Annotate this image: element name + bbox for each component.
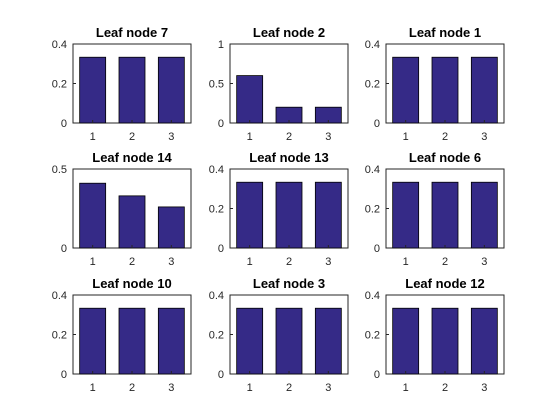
bar-2 xyxy=(431,181,459,249)
x-tick-label: 2 xyxy=(442,131,448,143)
y-tick-label: 0.2 xyxy=(52,79,67,91)
y-tick-label: 0 xyxy=(218,243,224,255)
bar-2 xyxy=(431,307,459,375)
bar-3 xyxy=(314,181,342,249)
x-tick-label: 1 xyxy=(247,382,253,394)
y-tick-label: 0 xyxy=(374,243,380,255)
subplot-2: 1 2 3 0 0.5 1 Leaf node 2 xyxy=(209,25,349,143)
x-tick-label: 1 xyxy=(403,256,409,268)
bar-1 xyxy=(236,75,264,124)
x-tick-label: 2 xyxy=(286,382,292,394)
x-tick-label: 3 xyxy=(481,131,487,143)
y-tick-label: 0.2 xyxy=(365,330,380,342)
bar-3 xyxy=(157,307,185,375)
x-tick-label: 2 xyxy=(442,382,448,394)
bar-1 xyxy=(392,307,420,375)
subplot-title: Leaf node 3 xyxy=(253,276,325,291)
y-tick-label: 0.5 xyxy=(209,79,224,91)
bar-1 xyxy=(236,181,264,249)
y-tick-label: 0.2 xyxy=(365,79,380,91)
bar-3 xyxy=(470,307,498,375)
x-tick-label: 1 xyxy=(90,382,96,394)
subplot-title: Leaf node 13 xyxy=(249,150,328,165)
subplot-3: 1 2 3 0 0.2 0.4 Leaf node 1 xyxy=(365,25,505,143)
bar-1 xyxy=(392,181,420,249)
subplot-title: Leaf node 7 xyxy=(96,25,168,40)
y-tick-label: 0.5 xyxy=(52,164,67,176)
x-tick-label: 1 xyxy=(90,131,96,143)
bar-2 xyxy=(275,307,303,375)
x-tick-label: 3 xyxy=(325,131,331,143)
subplot-8: 1 2 3 0 0.2 0.4 Leaf node 3 xyxy=(209,276,349,394)
x-tick-label: 3 xyxy=(481,256,487,268)
y-tick-label: 0.4 xyxy=(52,290,67,302)
bar-2 xyxy=(118,56,146,124)
y-tick-label: 0.2 xyxy=(52,330,67,342)
x-tick-label: 2 xyxy=(442,256,448,268)
subplot-6: 1 2 3 0 0.2 0.4 Leaf node 6 xyxy=(365,150,505,268)
y-tick-label: 0.2 xyxy=(209,204,224,216)
x-tick-label: 2 xyxy=(129,382,135,394)
y-tick-label: 0 xyxy=(61,243,67,255)
subplot-title: Leaf node 12 xyxy=(405,276,484,291)
x-tick-label: 3 xyxy=(325,382,331,394)
y-tick-label: 0 xyxy=(374,369,380,381)
bar-3 xyxy=(470,56,498,124)
subplot-title: Leaf node 14 xyxy=(92,150,172,165)
bar-2 xyxy=(275,181,303,249)
y-tick-label: 0.2 xyxy=(365,204,380,216)
bar-1 xyxy=(236,307,264,375)
y-tick-label: 0.4 xyxy=(365,164,380,176)
y-tick-label: 0.4 xyxy=(52,39,67,51)
bar-3 xyxy=(157,56,185,124)
x-tick-label: 3 xyxy=(168,131,174,143)
bar-2 xyxy=(118,195,146,249)
bar-1 xyxy=(79,307,107,375)
x-tick-label: 2 xyxy=(286,256,292,268)
x-tick-label: 2 xyxy=(286,131,292,143)
x-tick-label: 3 xyxy=(168,382,174,394)
bar-1 xyxy=(79,56,107,124)
y-tick-label: 0.2 xyxy=(209,330,224,342)
subplot-4: 1 2 3 0 0.5 Leaf node 14 xyxy=(52,150,192,268)
y-tick-label: 0.4 xyxy=(209,164,224,176)
bar-1 xyxy=(79,182,107,249)
x-tick-label: 1 xyxy=(403,382,409,394)
bar-2 xyxy=(118,307,146,375)
subplot-title: Leaf node 6 xyxy=(409,150,481,165)
y-tick-label: 1 xyxy=(218,39,224,51)
bar-3 xyxy=(314,307,342,375)
y-tick-label: 0 xyxy=(61,118,67,130)
x-tick-label: 1 xyxy=(247,131,253,143)
subplot-1: 1 2 3 0 0.2 0.4 Leaf node 7 xyxy=(52,25,192,143)
subplot-title: Leaf node 2 xyxy=(253,25,325,40)
x-tick-label: 1 xyxy=(247,256,253,268)
y-tick-label: 0.4 xyxy=(365,39,380,51)
subplot-7: 1 2 3 0 0.2 0.4 Leaf node 10 xyxy=(52,276,192,394)
x-tick-label: 3 xyxy=(325,256,331,268)
x-tick-label: 3 xyxy=(168,256,174,268)
y-tick-label: 0.4 xyxy=(365,290,380,302)
subplot-title: Leaf node 1 xyxy=(409,25,481,40)
bar-3 xyxy=(470,181,498,249)
y-tick-label: 0 xyxy=(218,369,224,381)
y-tick-label: 0.4 xyxy=(209,290,224,302)
x-tick-label: 1 xyxy=(90,256,96,268)
x-tick-label: 1 xyxy=(403,131,409,143)
x-tick-label: 3 xyxy=(481,382,487,394)
bar-3 xyxy=(157,206,185,249)
bar-1 xyxy=(392,56,420,124)
x-tick-label: 2 xyxy=(129,256,135,268)
y-tick-label: 0 xyxy=(374,118,380,130)
y-tick-label: 0 xyxy=(61,369,67,381)
subplot-9: 1 2 3 0 0.2 0.4 Leaf node 12 xyxy=(365,276,505,394)
subplot-title: Leaf node 10 xyxy=(92,276,171,291)
bar-2 xyxy=(431,56,459,124)
y-tick-label: 0 xyxy=(218,118,224,130)
x-tick-label: 2 xyxy=(129,131,135,143)
subplot-5: 1 2 3 0 0.2 0.4 Leaf node 13 xyxy=(209,150,349,268)
